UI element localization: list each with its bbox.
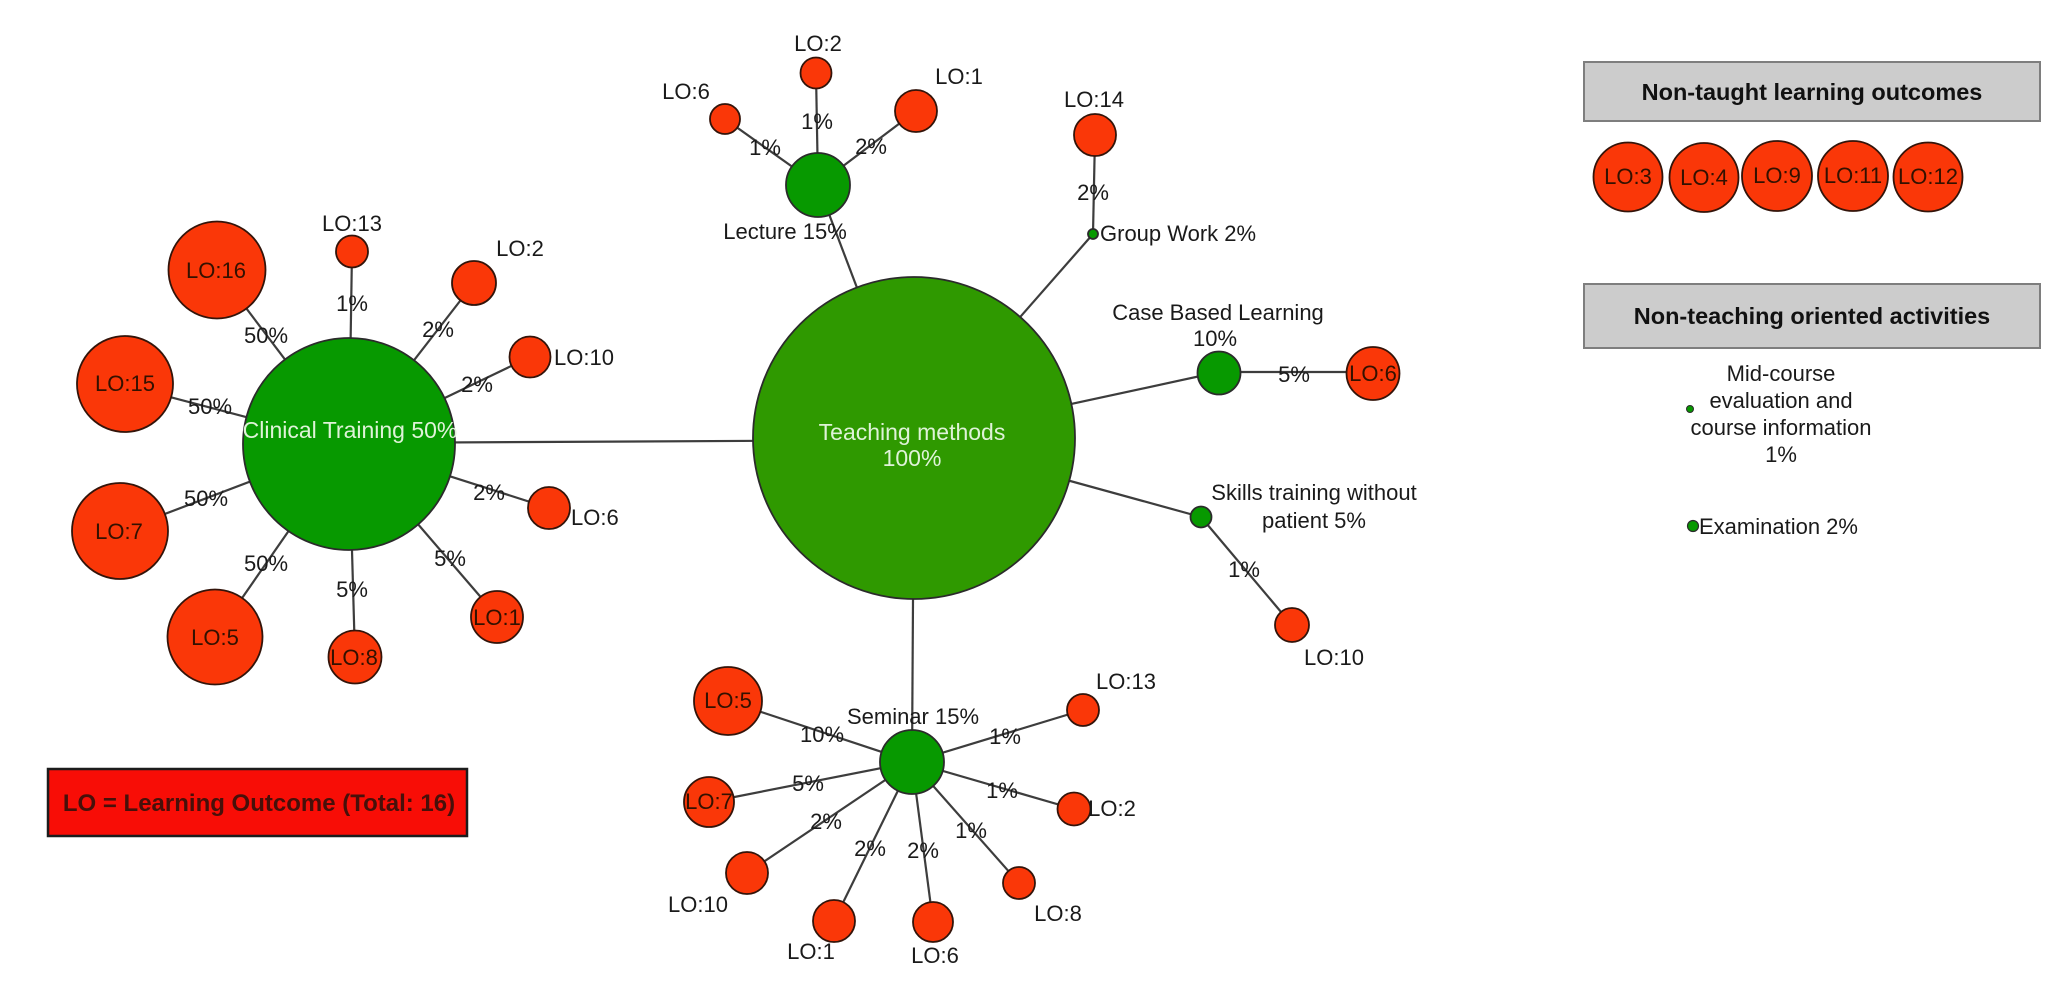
- svg-text:LO:2: LO:2: [794, 31, 842, 56]
- svg-text:course information: course information: [1691, 415, 1872, 440]
- svg-text:LO:13: LO:13: [322, 211, 382, 236]
- svg-text:LO:9: LO:9: [1753, 163, 1801, 188]
- svg-text:Clinical Training 50%: Clinical Training 50%: [243, 417, 458, 443]
- svg-text:LO:3: LO:3: [1604, 164, 1652, 189]
- svg-text:1%: 1%: [336, 291, 368, 316]
- svg-text:Non-teaching oriented activiti: Non-teaching oriented activities: [1634, 303, 1990, 329]
- svg-text:2%: 2%: [473, 480, 505, 505]
- svg-text:1%: 1%: [986, 778, 1018, 803]
- svg-text:LO:10: LO:10: [1304, 645, 1364, 670]
- svg-text:1%: 1%: [989, 724, 1021, 749]
- svg-text:5%: 5%: [792, 771, 824, 796]
- svg-text:1%: 1%: [1765, 442, 1797, 467]
- svg-text:Mid-course: Mid-course: [1727, 361, 1836, 386]
- svg-text:2%: 2%: [461, 372, 493, 397]
- svg-text:1%: 1%: [801, 109, 833, 134]
- svg-text:LO:5: LO:5: [191, 625, 239, 650]
- svg-text:LO:5: LO:5: [704, 688, 752, 713]
- svg-text:100%: 100%: [883, 445, 942, 471]
- svg-text:Non-taught learning outcomes: Non-taught learning outcomes: [1642, 79, 1983, 105]
- svg-text:LO:10: LO:10: [554, 345, 614, 370]
- svg-text:2%: 2%: [810, 809, 842, 834]
- svg-text:LO:16: LO:16: [186, 258, 246, 283]
- svg-text:Lecture 15%: Lecture 15%: [723, 219, 847, 244]
- svg-text:Case Based Learning: Case Based Learning: [1112, 300, 1324, 325]
- svg-text:evaluation and: evaluation and: [1709, 388, 1852, 413]
- svg-text:LO:1: LO:1: [787, 939, 835, 964]
- svg-text:2%: 2%: [1077, 180, 1109, 205]
- svg-text:LO:1: LO:1: [935, 64, 983, 89]
- svg-text:2%: 2%: [907, 838, 939, 863]
- svg-text:50%: 50%: [184, 486, 228, 511]
- svg-text:LO:7: LO:7: [685, 789, 733, 814]
- svg-text:LO:13: LO:13: [1096, 669, 1156, 694]
- svg-text:5%: 5%: [336, 577, 368, 602]
- svg-text:50%: 50%: [244, 323, 288, 348]
- svg-text:Teaching methods: Teaching methods: [819, 419, 1006, 445]
- svg-text:LO:6: LO:6: [1349, 361, 1397, 386]
- svg-text:LO:6: LO:6: [571, 505, 619, 530]
- svg-text:10%: 10%: [1193, 326, 1237, 351]
- svg-text:1%: 1%: [749, 135, 781, 160]
- svg-text:2%: 2%: [854, 836, 886, 861]
- svg-text:patient 5%: patient 5%: [1262, 508, 1366, 533]
- svg-text:Examination 2%: Examination 2%: [1699, 514, 1858, 539]
- svg-text:LO:12: LO:12: [1898, 164, 1958, 189]
- svg-text:Seminar 15%: Seminar 15%: [847, 704, 979, 729]
- svg-text:LO:7: LO:7: [95, 519, 143, 544]
- svg-text:LO:2: LO:2: [496, 236, 544, 261]
- svg-text:LO:8: LO:8: [1034, 901, 1082, 926]
- svg-text:2%: 2%: [422, 317, 454, 342]
- svg-text:10%: 10%: [800, 722, 844, 747]
- svg-text:LO:8: LO:8: [330, 645, 378, 670]
- svg-text:LO:4: LO:4: [1680, 165, 1728, 190]
- svg-text:50%: 50%: [188, 394, 232, 419]
- svg-text:2%: 2%: [855, 134, 887, 159]
- svg-text:5%: 5%: [434, 546, 466, 571]
- svg-text:LO:1: LO:1: [473, 605, 521, 630]
- svg-text:LO = Learning Outcome (Total:: LO = Learning Outcome (Total: 16): [63, 790, 455, 817]
- svg-text:LO:11: LO:11: [1824, 163, 1882, 188]
- svg-text:LO:2: LO:2: [1088, 796, 1136, 821]
- svg-text:LO:6: LO:6: [662, 79, 710, 104]
- svg-text:50%: 50%: [244, 551, 288, 576]
- svg-text:1%: 1%: [955, 818, 987, 843]
- svg-text:LO:14: LO:14: [1064, 87, 1124, 112]
- svg-text:LO:6: LO:6: [911, 943, 959, 968]
- svg-text:LO:15: LO:15: [95, 371, 155, 396]
- svg-text:1%: 1%: [1228, 557, 1260, 582]
- svg-text:LO:10: LO:10: [668, 892, 728, 917]
- svg-text:Skills training without: Skills training without: [1211, 480, 1416, 505]
- svg-text:5%: 5%: [1278, 362, 1310, 387]
- svg-text:Group Work 2%: Group Work 2%: [1100, 221, 1256, 246]
